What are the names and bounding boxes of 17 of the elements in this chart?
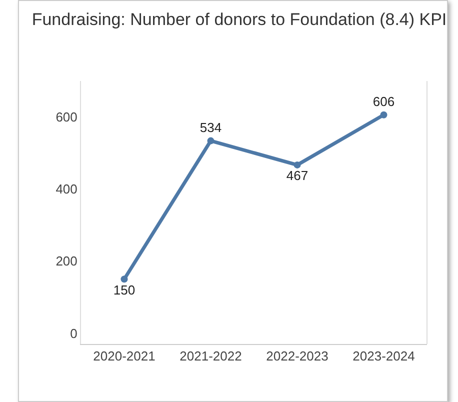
- data-label: 150: [113, 282, 136, 298]
- point: [207, 137, 214, 144]
- point: [294, 161, 301, 168]
- data-label: 467: [286, 168, 308, 184]
- x-tick-label: 2023-2024: [352, 348, 415, 364]
- x-tick-label: 2022-2023: [266, 348, 328, 364]
- chart-title: Fundraising: Number of donors to Foundation (8.4) KPI: [32, 10, 447, 29]
- x-tick-label: 2020-2021: [93, 348, 156, 364]
- y-tick-label: 600: [56, 110, 78, 125]
- x-tick-label: 2021-2022: [180, 348, 242, 364]
- point: [380, 111, 388, 118]
- y-tick-label: 0: [70, 326, 78, 341]
- data-label: 606: [372, 94, 395, 110]
- y-tick-label: 200: [56, 254, 78, 269]
- point: [120, 276, 128, 283]
- data-label: 534: [200, 120, 222, 136]
- y-tick-label: 400: [56, 182, 78, 197]
